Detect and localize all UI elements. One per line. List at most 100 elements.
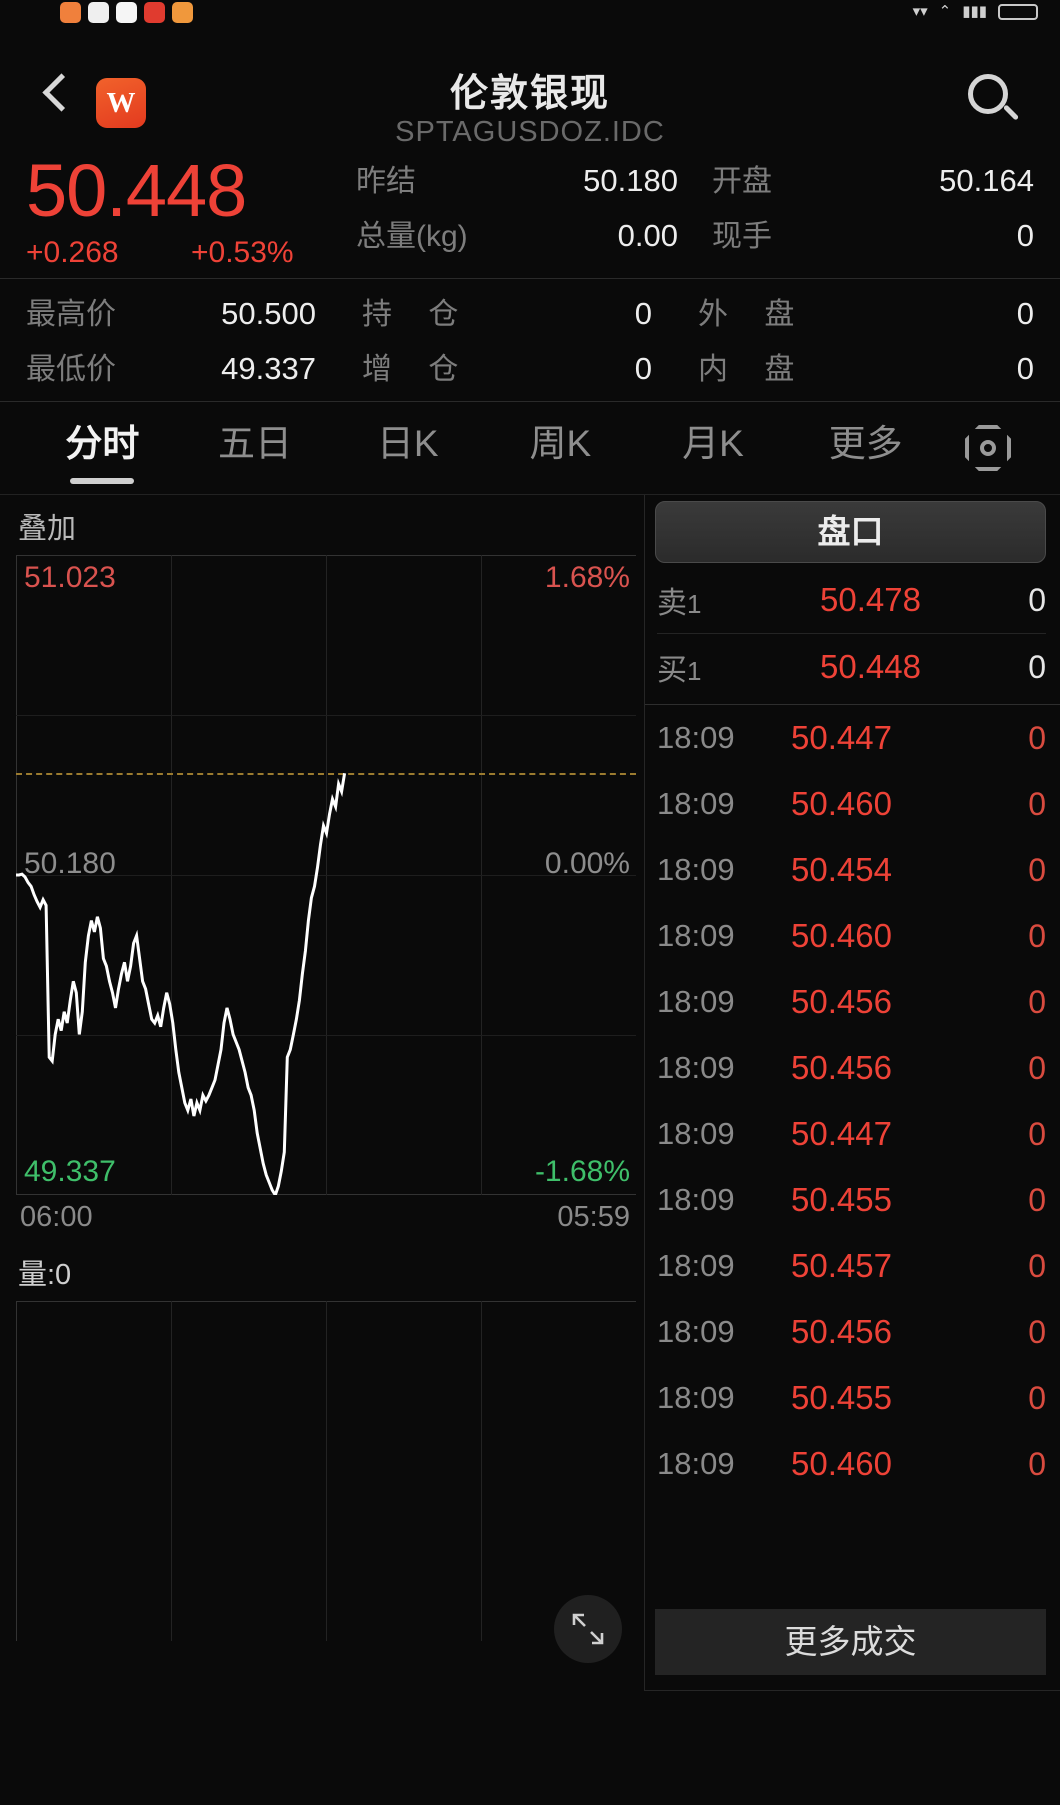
trade-tick-list[interactable]: 18:09 50.447 0 18:09 50.460 0 18:09 50.454 0 18:0… bbox=[645, 705, 1060, 1497]
quote-field-row-1: 昨结 50.180 开盘 50.164 bbox=[356, 150, 1034, 205]
trade-time: 18:09 bbox=[657, 918, 735, 953]
search-icon-handle bbox=[1002, 104, 1020, 121]
tab-daily-k[interactable]: 日K bbox=[376, 423, 439, 464]
trade-time: 18:09 bbox=[657, 720, 735, 755]
stat-label-inner-volume: 内 盘 bbox=[698, 352, 809, 386]
chart-label-bottom-price: 49.337 bbox=[24, 1155, 116, 1188]
trade-price: 50.447 bbox=[791, 1115, 892, 1152]
chart-tabs: 分时 五日 日K 周K 月K 更多 bbox=[0, 402, 1060, 494]
gear-icon bbox=[965, 425, 1012, 471]
trade-tick-row[interactable]: 18:09 50.460 0 bbox=[645, 1431, 1060, 1497]
time-tick-start: 06:00 bbox=[20, 1201, 93, 1233]
price-line bbox=[16, 555, 636, 1195]
tab-monthly-k[interactable]: 月K bbox=[682, 423, 744, 464]
trade-qty: 0 bbox=[1028, 719, 1046, 756]
stats-divider bbox=[0, 401, 1060, 402]
status-dot-orange-2 bbox=[172, 2, 193, 23]
trade-time: 18:09 bbox=[657, 1050, 735, 1085]
status-bar-system-icons: ▾▾ ⌃ ▮▮▮ bbox=[913, 3, 1038, 21]
quote-label-prev-close: 昨结 bbox=[356, 164, 416, 198]
quote-summary: 50.448 +0.268 +0.53% 昨结 50.180 开盘 50.164 bbox=[0, 140, 1060, 270]
ask-price: 50.478 bbox=[820, 581, 921, 618]
signal-icon: ▾▾ bbox=[912, 3, 928, 20]
instrument-code: SPTAGUSDOZ.IDC bbox=[395, 116, 665, 148]
trade-time: 18:09 bbox=[657, 984, 735, 1019]
trade-qty: 0 bbox=[1028, 1445, 1046, 1482]
chart-label-mid-price: 50.180 bbox=[24, 847, 116, 880]
status-dot-orange bbox=[60, 2, 81, 23]
battery-icon bbox=[998, 4, 1038, 20]
trade-time: 18:09 bbox=[657, 852, 735, 887]
trade-price: 50.460 bbox=[791, 917, 892, 954]
trade-tick-row[interactable]: 18:09 50.457 0 bbox=[645, 1233, 1060, 1299]
status-dot-red bbox=[144, 2, 165, 23]
stat-value-inner-volume: 0 bbox=[1016, 350, 1034, 386]
search-icon[interactable] bbox=[966, 72, 1022, 128]
volume-gridline-v-3 bbox=[481, 1301, 482, 1641]
trade-time: 18:09 bbox=[657, 1446, 735, 1481]
trade-qty: 0 bbox=[1028, 785, 1046, 822]
stat-label-position-change: 增 仓 bbox=[362, 352, 473, 386]
bid-label: 买1 bbox=[657, 654, 702, 687]
page-title: 伦敦银现 bbox=[449, 73, 610, 115]
stat-label-high: 最高价 bbox=[26, 297, 116, 331]
trade-price: 50.456 bbox=[791, 983, 892, 1020]
stats-row-high: 最高价 50.500 持 仓 0 外 盘 0 bbox=[26, 283, 1034, 338]
trade-tick-row[interactable]: 18:09 50.455 0 bbox=[645, 1365, 1060, 1431]
tab-five-day[interactable]: 五日 bbox=[218, 423, 292, 464]
status-bar-notifications bbox=[60, 2, 193, 23]
chart-label-mid-pct: 0.00% bbox=[544, 847, 630, 880]
chart-pane: 叠加 51.023 1.68% bbox=[0, 495, 645, 1691]
time-tick-end: 05:59 bbox=[557, 1201, 630, 1233]
order-book-bid-row[interactable]: 买1 50.448 0 bbox=[645, 634, 1060, 700]
stat-value-high: 50.500 bbox=[221, 295, 316, 331]
chart-settings-button[interactable] bbox=[942, 425, 1034, 471]
trade-price: 50.455 bbox=[791, 1379, 892, 1416]
bid-qty: 0 bbox=[1028, 648, 1046, 685]
volume-gridline-v-1 bbox=[171, 1301, 172, 1641]
chart-label-top-price: 51.023 bbox=[24, 561, 116, 594]
trade-tick-row[interactable]: 18:09 50.456 0 bbox=[645, 969, 1060, 1035]
trade-time: 18:09 bbox=[657, 786, 735, 821]
status-bar: ▾▾ ⌃ ▮▮▮ bbox=[0, 0, 1060, 24]
trade-tick-row[interactable]: 18:09 50.460 0 bbox=[645, 771, 1060, 837]
price-block: 50.448 +0.268 +0.53% bbox=[26, 150, 356, 270]
trade-tick-row[interactable]: 18:09 50.456 0 bbox=[645, 1299, 1060, 1365]
last-price: 50.448 bbox=[26, 149, 247, 232]
trade-time: 18:09 bbox=[657, 1116, 735, 1151]
app-logo: W bbox=[96, 78, 146, 128]
order-book-ask-row[interactable]: 卖1 50.478 0 bbox=[645, 567, 1060, 633]
stat-label-open-interest: 持 仓 bbox=[362, 297, 473, 331]
trade-time: 18:09 bbox=[657, 1182, 735, 1217]
trade-tick-row[interactable]: 18:09 50.447 0 bbox=[645, 1101, 1060, 1167]
trade-tick-row[interactable]: 18:09 50.454 0 bbox=[645, 837, 1060, 903]
stats-row-low: 最低价 49.337 增 仓 0 内 盘 0 bbox=[26, 338, 1034, 393]
trade-qty: 0 bbox=[1028, 983, 1046, 1020]
trade-tick-row[interactable]: 18:09 50.447 0 bbox=[645, 705, 1060, 771]
ask-qty: 0 bbox=[1028, 581, 1046, 618]
gear-icon-inner bbox=[980, 440, 997, 456]
quote-label-total-volume: 总量(kg) bbox=[356, 219, 468, 253]
quote-field-row-2: 总量(kg) 0.00 现手 0 bbox=[356, 205, 1034, 260]
trade-tick-row[interactable]: 18:09 50.456 0 bbox=[645, 1035, 1060, 1101]
tab-intraday[interactable]: 分时 bbox=[26, 402, 179, 494]
ask-label: 卖1 bbox=[657, 587, 702, 620]
order-book-header[interactable]: 盘口 bbox=[655, 501, 1046, 563]
status-dot-white bbox=[88, 2, 109, 23]
tab-weekly-k[interactable]: 周K bbox=[529, 423, 592, 464]
stat-outer-volume: 外 盘 0 bbox=[698, 289, 1034, 333]
trade-tick-row[interactable]: 18:09 50.460 0 bbox=[645, 903, 1060, 969]
quote-divider bbox=[0, 278, 1060, 279]
volume-gridline-v-2 bbox=[326, 1301, 327, 1641]
more-trades-button[interactable]: 更多成交 bbox=[655, 1609, 1046, 1675]
overlay-toggle[interactable]: 叠加 bbox=[18, 513, 77, 545]
stat-value-low: 49.337 bbox=[221, 350, 316, 386]
stat-high: 最高价 50.500 bbox=[26, 289, 362, 333]
price-chart[interactable]: 51.023 1.68% 50.180 0.00% 49.337 -1.68% bbox=[16, 555, 636, 1195]
tab-more[interactable]: 更多 bbox=[828, 423, 903, 464]
trade-qty: 0 bbox=[1028, 1049, 1046, 1086]
expand-chart-button[interactable] bbox=[554, 1595, 622, 1663]
trade-price: 50.456 bbox=[791, 1049, 892, 1086]
volume-chart[interactable] bbox=[16, 1301, 636, 1641]
trade-tick-row[interactable]: 18:09 50.455 0 bbox=[645, 1167, 1060, 1233]
